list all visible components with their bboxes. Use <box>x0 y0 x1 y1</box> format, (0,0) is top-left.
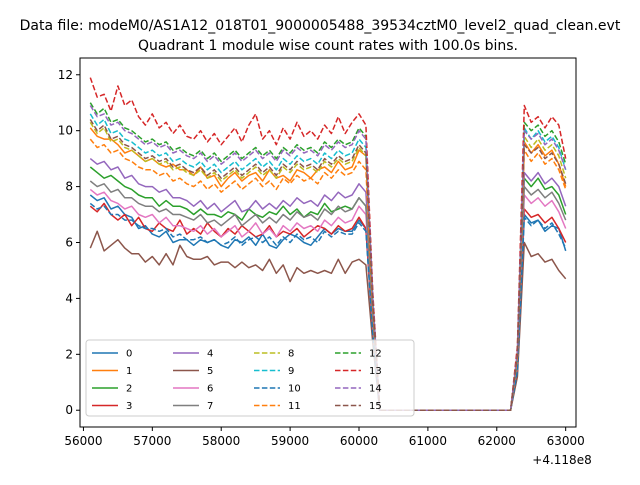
legend-label-4: 4 <box>207 349 213 360</box>
y-tick-label: 2 <box>65 347 73 361</box>
y-tick-label: 8 <box>65 180 73 194</box>
series-layer <box>89 77 567 411</box>
plot-frame <box>79 57 577 428</box>
legend-label-11: 11 <box>288 401 301 412</box>
y-tick-label: 0 <box>65 403 73 417</box>
legend-label-9: 9 <box>288 366 294 377</box>
x-tick-label: 60000 <box>340 434 378 448</box>
legend-label-14: 14 <box>369 384 382 395</box>
x-tick-label: 57000 <box>133 434 171 448</box>
legend-label-0: 0 <box>126 349 132 360</box>
y-tick-label: 6 <box>65 236 73 250</box>
legend-label-1: 1 <box>126 366 132 377</box>
y-tick-label: 4 <box>65 291 73 305</box>
legend-label-2: 2 <box>126 384 132 395</box>
x-tick-label: 58000 <box>202 434 240 448</box>
legend-label-7: 7 <box>207 401 213 412</box>
chart-title: Quadrant 1 module wise count rates with … <box>138 38 518 54</box>
legend-label-3: 3 <box>126 401 132 412</box>
series-line-15 <box>89 119 567 411</box>
y-axis: 0 2 4 6 8 10 12 <box>58 68 80 417</box>
legend-label-5: 5 <box>207 366 213 377</box>
legend-label-8: 8 <box>288 349 294 360</box>
legend-label-15: 15 <box>369 401 382 412</box>
x-axis: 56000 57000 58000 59000 60000 61000 62000 63000 <box>64 427 585 448</box>
legend-label-12: 12 <box>369 349 382 360</box>
legend-box <box>85 339 415 417</box>
x-tick-label: 63000 <box>547 434 585 448</box>
x-tick-label: 61000 <box>409 434 447 448</box>
legend-label-10: 10 <box>288 384 301 395</box>
x-offset-label: +4.118e8 <box>532 453 591 467</box>
y-tick-label: 12 <box>58 68 73 82</box>
figure-suptitle: Data file: modeM0/AS1A12_018T01_90000054… <box>20 18 621 34</box>
legend-label-13: 13 <box>369 366 382 377</box>
legend-label-6: 6 <box>207 384 213 395</box>
x-tick-label: 56000 <box>64 434 102 448</box>
y-tick-label: 10 <box>58 124 73 138</box>
x-tick-label: 62000 <box>478 434 516 448</box>
x-tick-label: 59000 <box>271 434 309 448</box>
